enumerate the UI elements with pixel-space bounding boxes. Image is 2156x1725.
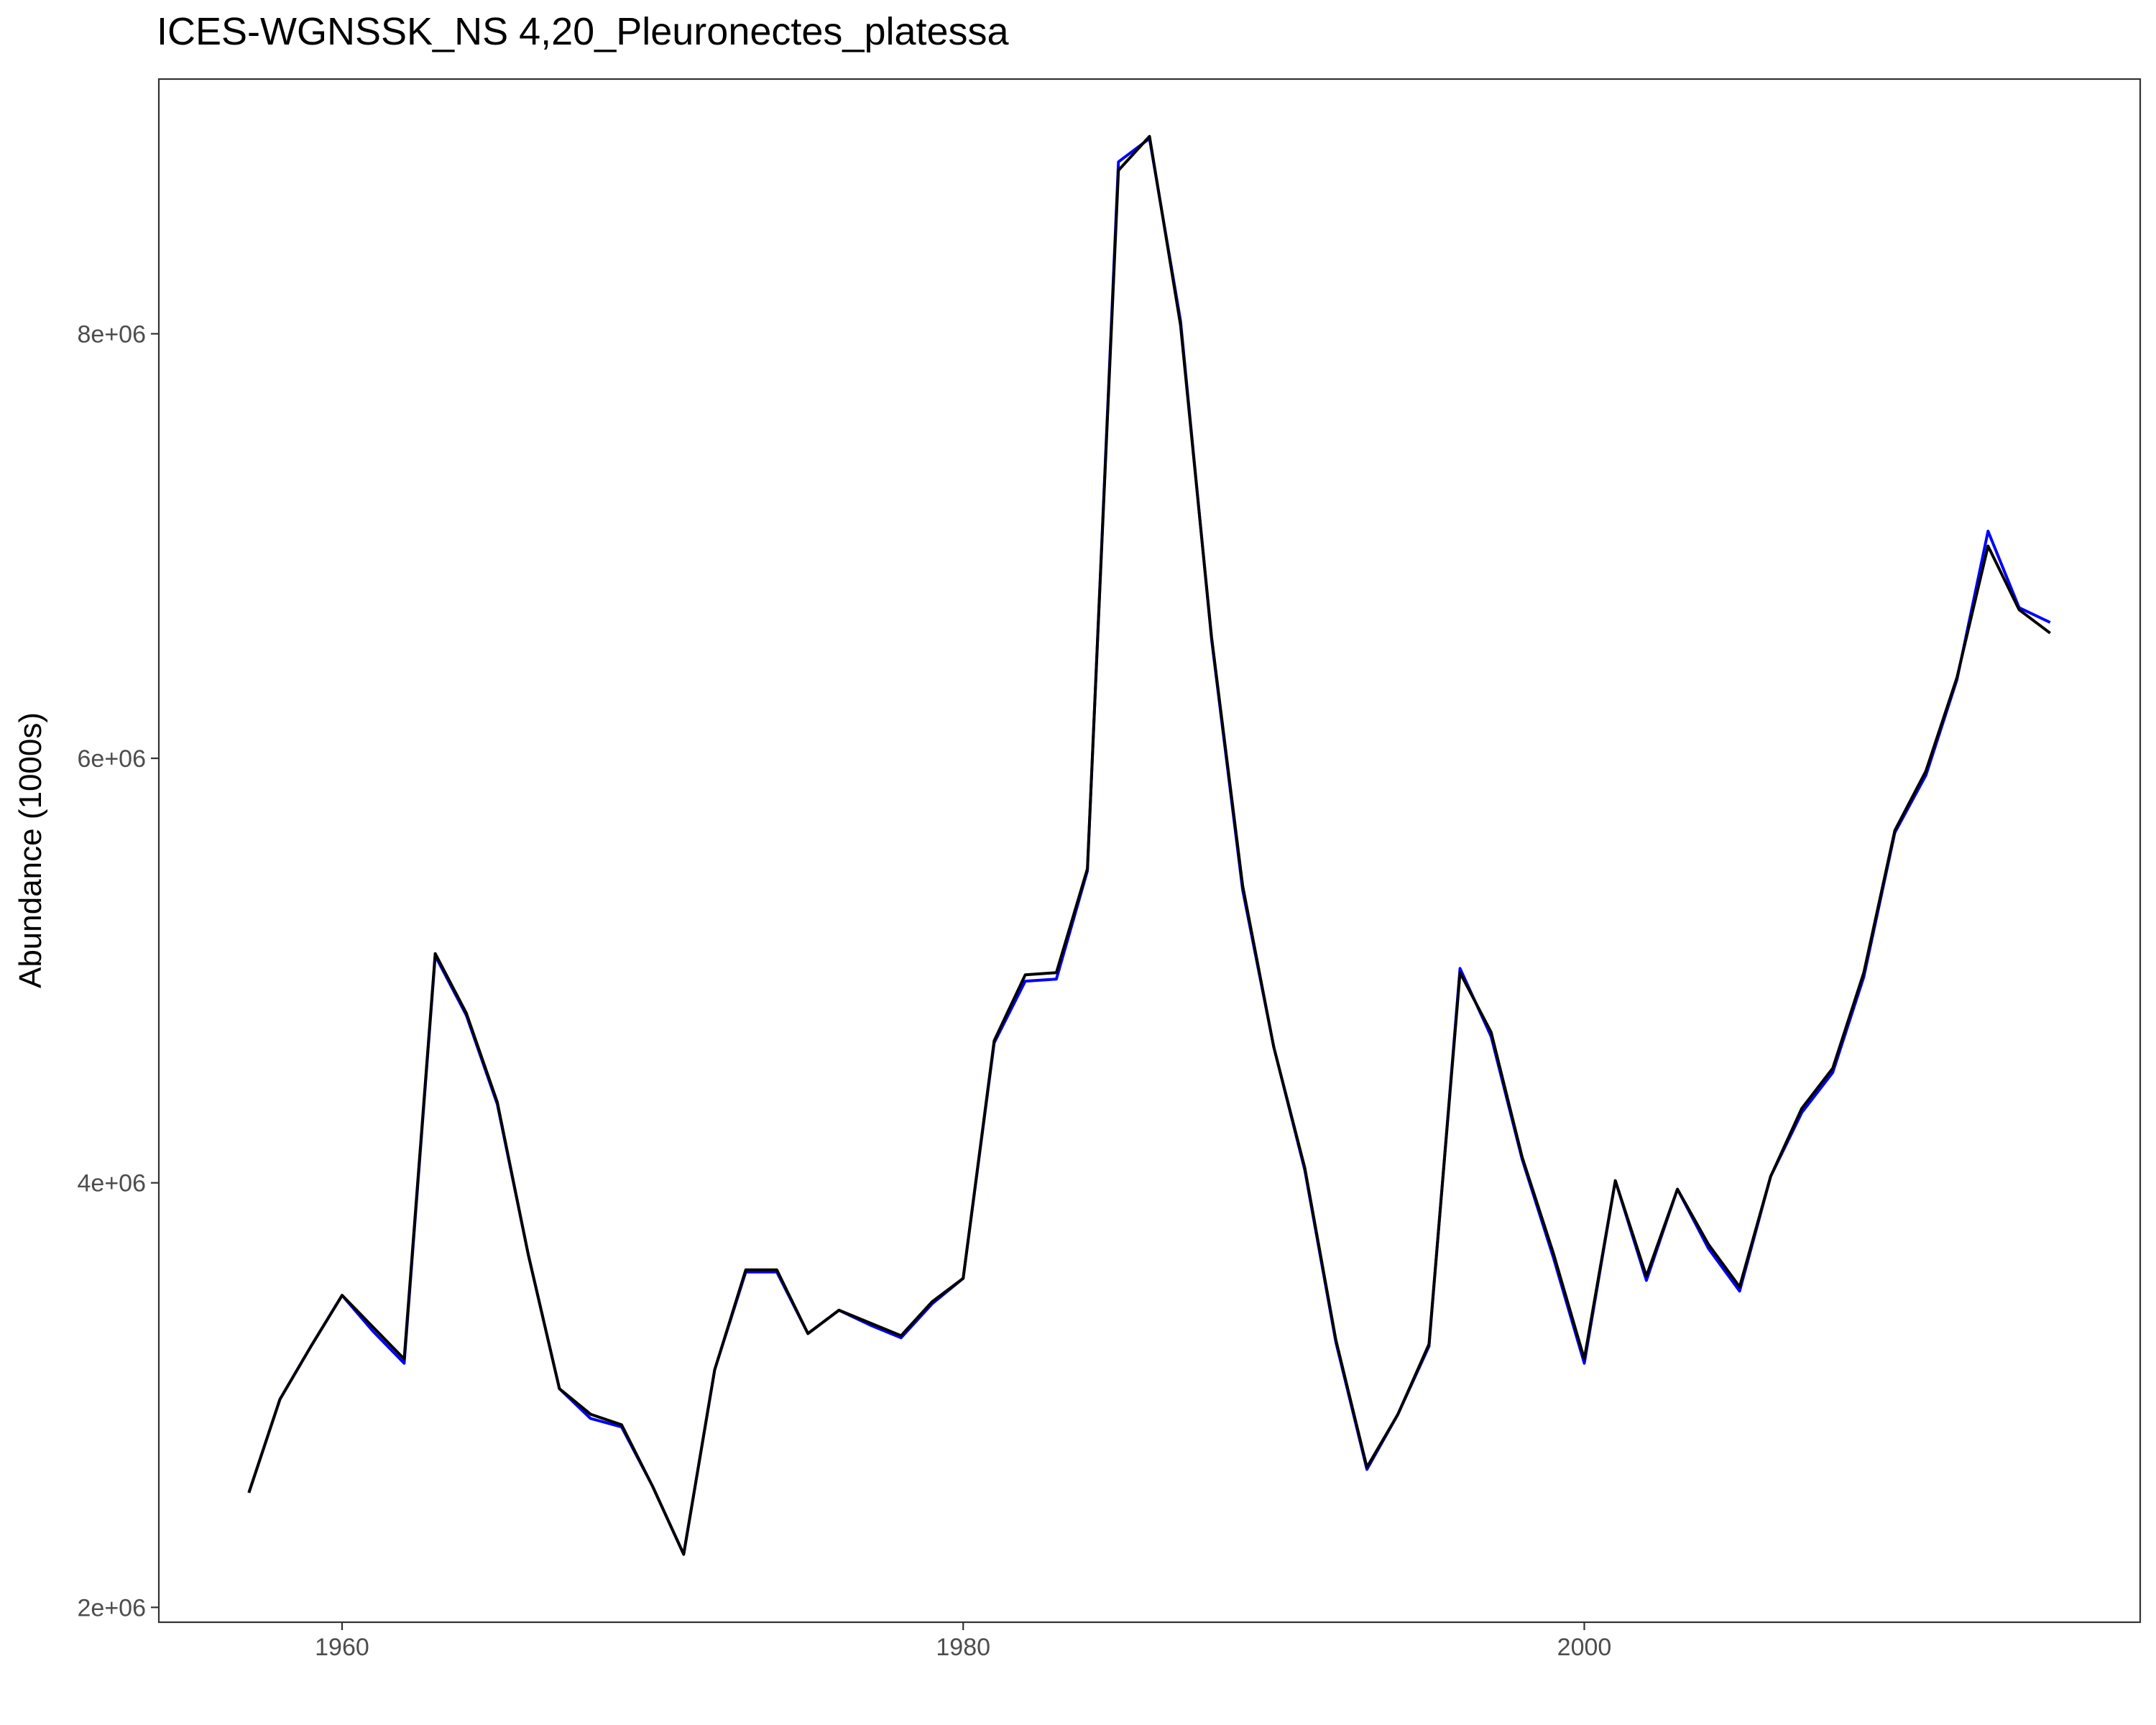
x-tick-label: 2000 xyxy=(1557,1634,1612,1661)
y-tick-label: 6e+06 xyxy=(78,745,147,773)
y-axis-title: Abundance (1000s) xyxy=(13,712,48,988)
x-tick-label: 1960 xyxy=(315,1634,369,1661)
series-layer xyxy=(247,134,2051,1556)
y-axis: 2e+06 4e+06 6e+06 8e+06 xyxy=(78,321,159,1622)
x-tick-label: 1980 xyxy=(936,1634,990,1661)
series-line-2 xyxy=(247,134,2051,1556)
y-tick-label: 4e+06 xyxy=(78,1170,147,1197)
y-tick-label: 2e+06 xyxy=(78,1594,147,1622)
plot-panel xyxy=(157,78,2142,1624)
y-tick-label: 8e+06 xyxy=(78,321,147,348)
chart-title: ICES-WGNSSK_NS 4,20_Pleuronectes_platess… xyxy=(157,10,1010,53)
x-axis: 1960 1980 2000 xyxy=(315,1622,1611,1661)
